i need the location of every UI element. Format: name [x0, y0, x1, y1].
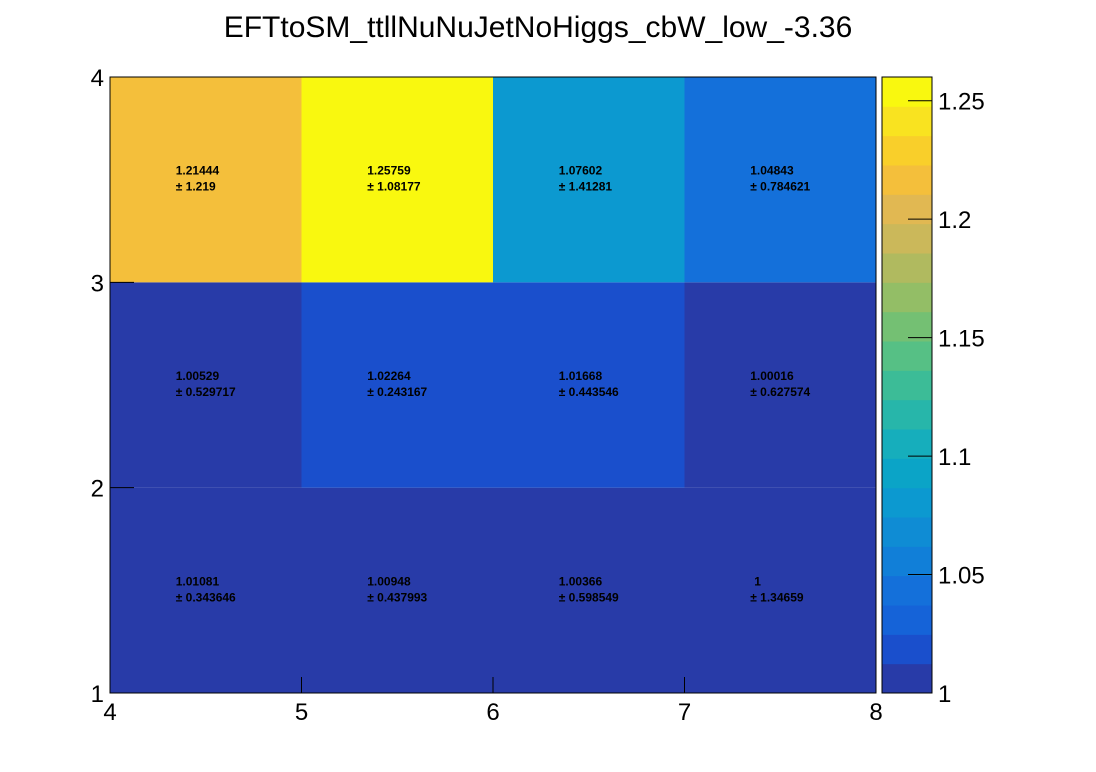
cell-error-label: ± 1.219 [176, 180, 216, 194]
y-tick-label: 2 [91, 476, 104, 503]
colorbar-swatch [882, 517, 932, 547]
y-tick-label: 1 [91, 681, 104, 708]
cell-error-label: ± 0.343646 [176, 590, 236, 604]
cell-value-label: 1.00366 [559, 574, 603, 588]
cell-error-label: ± 0.443546 [559, 385, 619, 399]
cell-error-label: ± 0.627574 [750, 385, 810, 399]
colorbar-swatch [882, 77, 932, 107]
cell-error-label: ± 0.243167 [367, 385, 427, 399]
heatmap-cell [493, 487, 685, 693]
heatmap-cell [301, 282, 493, 488]
cell-value-label: 1.00948 [367, 574, 411, 588]
heatmap-cell [684, 77, 876, 283]
heatmap-cell [301, 487, 493, 693]
cell-error-label: ± 1.41281 [559, 180, 613, 194]
colorbar-swatch [882, 458, 932, 489]
cell-error-label: ± 0.529717 [176, 385, 236, 399]
colorbar-swatch [882, 311, 932, 342]
colorbar-tick-label: 1.2 [938, 207, 971, 234]
x-tick-label: 4 [103, 699, 116, 726]
heatmap-cell [110, 282, 302, 488]
cell-value-label: 1 [754, 574, 761, 588]
cell-value-label: 1.01081 [176, 574, 220, 588]
colorbar-swatch [882, 106, 932, 137]
cell-value-label: 1.00016 [750, 369, 794, 383]
cell-error-label: ± 0.437993 [367, 590, 427, 604]
chart-title: EFTtoSM_ttllNuNuJetNoHiggs_cbW_low_-3.36 [224, 11, 853, 44]
colorbar-swatch [882, 429, 932, 459]
cell-value-label: 1.21444 [176, 164, 220, 178]
heatmap-cell [684, 282, 876, 488]
colorbar-swatch [882, 135, 932, 166]
colorbar-tick-label: 1.1 [938, 444, 971, 471]
axes: 4 5 6 7 8 1 2 3 4 [91, 65, 883, 726]
x-tick-label: 8 [869, 699, 882, 726]
colorbar-swatch [882, 663, 932, 694]
cell-value-label: 1.04843 [750, 164, 794, 178]
x-tick-label: 7 [678, 699, 691, 726]
colorbar-frame [881, 76, 933, 694]
colorbar-swatch [882, 341, 932, 371]
heatmap-cell [493, 77, 685, 283]
heatmap-cell [110, 487, 302, 693]
colorbar-swatch [882, 634, 932, 665]
colorbar-swatch [882, 605, 932, 635]
colorbar-tick-label: 1 [938, 681, 951, 708]
cell-error-label: ± 1.34659 [750, 590, 804, 604]
colorbar-tick-label: 1.25 [938, 89, 985, 116]
colorbar-swatch [882, 194, 932, 225]
colorbar-swatch [882, 165, 932, 195]
cell-value-label: 1.01668 [559, 369, 603, 383]
colorbar-tick-label: 1.05 [938, 563, 985, 590]
cell-value-label: 1.25759 [367, 164, 411, 178]
colorbar-swatch [882, 575, 932, 606]
y-tick-label: 3 [91, 270, 104, 297]
cell-labels: 1.01081 ± 0.343646 1.00948 ± 0.437993 1.0036… [176, 164, 811, 605]
colorbar-swatch [882, 223, 932, 254]
heatmap-cell [301, 77, 493, 283]
cell-error-label: ± 1.08177 [367, 180, 421, 194]
cell-value-label: 1.07602 [559, 164, 603, 178]
colorbar-swatch [882, 399, 932, 430]
heatmap-cell [684, 487, 876, 693]
x-tick-label: 6 [486, 699, 499, 726]
x-tick-label: 5 [295, 699, 308, 726]
colorbar-swatch [882, 546, 932, 577]
colorbar-swatch [882, 487, 932, 518]
cell-error-label: ± 0.598549 [559, 590, 619, 604]
colorbar: 1 1.05 1.1 1.15 1.2 1.25 [881, 76, 985, 708]
cell-error-label: ± 0.784621 [750, 180, 810, 194]
heatmap-cell [493, 282, 685, 488]
cell-value-label: 1.02264 [367, 369, 411, 383]
colorbar-swatch [882, 253, 932, 283]
colorbar-swatch [882, 370, 932, 401]
y-tick-label: 4 [91, 65, 104, 92]
cell-value-label: 1.00529 [176, 369, 220, 383]
heatmap-cell [110, 77, 302, 283]
colorbar-swatch [882, 282, 932, 313]
heatmap-cells [110, 77, 876, 693]
colorbar-tick-label: 1.15 [938, 326, 985, 353]
